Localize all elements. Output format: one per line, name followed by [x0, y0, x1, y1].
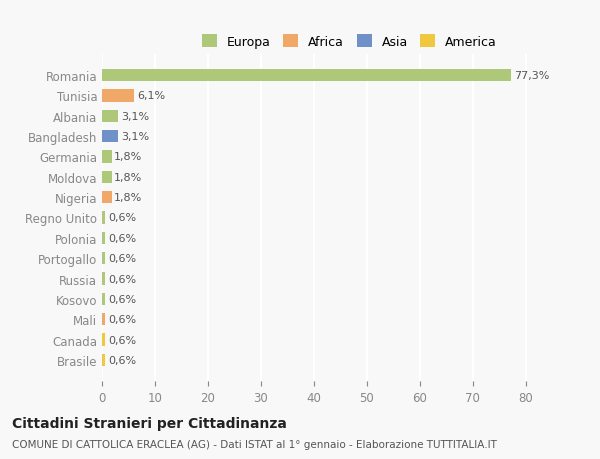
Text: Cittadini Stranieri per Cittadinanza: Cittadini Stranieri per Cittadinanza: [12, 416, 287, 430]
Legend: Europa, Africa, Asia, America: Europa, Africa, Asia, America: [196, 29, 503, 55]
Bar: [102, 212, 105, 224]
Bar: [102, 232, 105, 244]
Text: 77,3%: 77,3%: [514, 71, 549, 81]
Bar: [102, 334, 105, 346]
Bar: [102, 252, 105, 265]
Bar: [102, 151, 112, 163]
Bar: [102, 354, 105, 366]
Text: 1,8%: 1,8%: [114, 193, 142, 203]
Text: 0,6%: 0,6%: [108, 294, 136, 304]
Text: 0,6%: 0,6%: [108, 254, 136, 263]
Text: 0,6%: 0,6%: [108, 314, 136, 325]
Text: 3,1%: 3,1%: [121, 112, 149, 122]
Bar: [102, 111, 118, 123]
Text: 0,6%: 0,6%: [108, 355, 136, 365]
Bar: [102, 171, 112, 184]
Bar: [102, 192, 112, 204]
Text: 3,1%: 3,1%: [121, 132, 149, 142]
Text: 1,8%: 1,8%: [114, 173, 142, 182]
Text: 1,8%: 1,8%: [114, 152, 142, 162]
Bar: [102, 70, 511, 82]
Text: 0,6%: 0,6%: [108, 233, 136, 243]
Text: 0,6%: 0,6%: [108, 213, 136, 223]
Bar: [102, 90, 134, 102]
Bar: [102, 273, 105, 285]
Bar: [102, 131, 118, 143]
Text: 0,6%: 0,6%: [108, 335, 136, 345]
Bar: [102, 313, 105, 325]
Text: 0,6%: 0,6%: [108, 274, 136, 284]
Text: 6,1%: 6,1%: [137, 91, 165, 101]
Text: COMUNE DI CATTOLICA ERACLEA (AG) - Dati ISTAT al 1° gennaio - Elaborazione TUTTI: COMUNE DI CATTOLICA ERACLEA (AG) - Dati …: [12, 440, 497, 449]
Bar: [102, 293, 105, 305]
